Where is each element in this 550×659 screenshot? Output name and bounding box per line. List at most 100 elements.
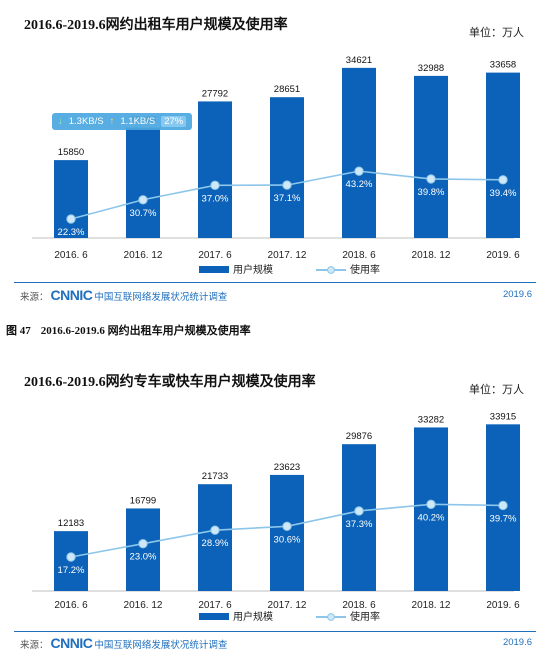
- chart-panel-ride-hailing: 2016.6-2019.6网约专车或快车用户规模及使用率 单位：万人 12183…: [14, 363, 536, 653]
- x-tick-label: 2016. 6: [54, 250, 88, 261]
- x-tick-label: 2017. 12: [268, 250, 307, 261]
- bar-value-label: 16799: [130, 495, 156, 506]
- x-tick-label: 2016. 12: [124, 250, 163, 261]
- bar: [126, 127, 160, 238]
- bar-value-label: 21733: [202, 471, 228, 482]
- legend-swatch-bar: [199, 613, 229, 620]
- source-label: 来源：: [20, 640, 49, 651]
- bar-value-label: 23623: [274, 462, 300, 473]
- report-date: 2019.6: [502, 289, 532, 300]
- bar-value-label: 33658: [490, 60, 516, 71]
- rate-label: 40.2%: [418, 512, 445, 523]
- rate-point: [66, 552, 76, 562]
- x-tick-label: 2019. 6: [486, 250, 520, 261]
- upload-speed: 1.1KB/S: [120, 116, 156, 127]
- rate-label: 22.3%: [58, 227, 85, 238]
- rate-point: [210, 525, 220, 535]
- footer-divider: [14, 631, 536, 632]
- rate-label: 30.7%: [130, 208, 157, 219]
- rate-point: [498, 500, 508, 511]
- rate-point: [138, 195, 148, 205]
- rate-point: [138, 539, 148, 549]
- rate-point: [354, 166, 364, 176]
- legend-swatch-bar: [199, 266, 229, 273]
- x-tick-label: 2016. 12: [124, 600, 163, 611]
- arrow-up-icon: ↑: [109, 116, 115, 127]
- legend-label: 使用率: [350, 263, 380, 276]
- rate-point: [354, 506, 364, 516]
- bar: [270, 474, 304, 591]
- rate-label: 28.9%: [202, 538, 229, 549]
- bar-value-label: 27792: [202, 88, 228, 99]
- footer-divider: [14, 282, 536, 283]
- bar-value-label: 28651: [274, 84, 300, 95]
- bar-value-label: 15850: [58, 147, 84, 158]
- x-tick-label: 2016. 6: [54, 600, 88, 611]
- rate-label: 43.2%: [346, 179, 373, 190]
- x-tick-label: 2017. 6: [198, 250, 232, 261]
- rate-label: 37.3%: [346, 519, 373, 530]
- report-date: 2019.6: [502, 637, 532, 648]
- legend-label: 使用率: [350, 610, 380, 623]
- rate-label: 39.4%: [490, 188, 517, 199]
- download-speed: 1.3KB/S: [68, 116, 104, 127]
- x-tick-label: 2019. 6: [486, 600, 520, 611]
- cnnic-logo: CNNIC: [50, 287, 93, 303]
- rate-label: 37.1%: [274, 193, 301, 204]
- chart-title: 2016.6-2019.6网约出租车用户规模及使用率: [24, 18, 288, 33]
- chart-panel-taxi: 2016.6-2019.6网约出租车用户规模及使用率 单位：万人 15850 20…: [14, 6, 536, 304]
- bar-value-label: 29876: [346, 431, 372, 442]
- rate-label: 17.2%: [58, 565, 85, 576]
- bar-value-label: 12183: [58, 518, 84, 529]
- bar: [414, 427, 448, 591]
- rate-label: 23.0%: [130, 552, 157, 563]
- arrow-down-icon: ↓: [58, 116, 63, 127]
- rate-point: [426, 499, 436, 510]
- rate-label: 37.0%: [202, 193, 229, 204]
- unit-label: 单位：万人: [469, 27, 524, 39]
- chart-svg: 12183 2016. 6 16799 2016. 12 21733 2017. 6 236…: [32, 411, 520, 623]
- legend-swatch-point: [327, 266, 335, 274]
- x-tick-label: 2017. 12: [268, 600, 307, 611]
- bar: [126, 508, 160, 591]
- figure-caption-text: 2016.6-2019.6 网约出租车用户规模及使用率: [40, 325, 251, 337]
- legend-label: 用户规模: [233, 610, 273, 623]
- bar: [342, 67, 376, 238]
- source-label: 来源：: [20, 292, 49, 303]
- rate-label: 30.6%: [274, 534, 301, 545]
- bar: [198, 484, 232, 591]
- rate-point: [66, 214, 76, 224]
- unit-label: 单位：万人: [469, 384, 524, 396]
- bar-value-label: 34621: [346, 55, 372, 66]
- legend-swatch-point: [327, 613, 335, 621]
- source-line: 来源： CNNIC 中国互联网络发展状况统计调查: [20, 287, 227, 303]
- cpu-percent: 27%: [161, 116, 187, 127]
- x-tick-label: 2018. 6: [342, 600, 376, 611]
- x-tick-label: 2017. 6: [198, 600, 232, 611]
- figure-caption: 图 47 2016.6-2019.6 网约出租车用户规模及使用率: [6, 322, 261, 338]
- rate-label: 39.8%: [418, 187, 445, 198]
- rate-point: [498, 175, 508, 185]
- network-speed-overlay: ↓ 1.3KB/S ↑ 1.1KB/S 27%: [52, 113, 193, 130]
- source-line: 来源： CNNIC 中国互联网络发展状况统计调查: [20, 635, 227, 651]
- bar: [198, 101, 232, 238]
- bar: [54, 160, 88, 238]
- bar: [270, 97, 304, 238]
- bar-value-label: 33282: [418, 414, 444, 425]
- chart-title: 2016.6-2019.6网约专车或快车用户规模及使用率: [24, 375, 316, 390]
- rate-point: [282, 180, 292, 190]
- bar: [342, 444, 376, 591]
- bar: [486, 72, 520, 238]
- x-tick-label: 2018. 12: [412, 250, 451, 261]
- rate-point: [426, 174, 436, 184]
- x-tick-label: 2018. 6: [342, 250, 376, 261]
- x-tick-label: 2018. 12: [412, 600, 451, 611]
- rate-point: [282, 521, 292, 532]
- legend-label: 用户规模: [233, 263, 273, 276]
- bar: [414, 75, 448, 238]
- rate-point: [210, 180, 220, 191]
- cnnic-logo: CNNIC: [50, 635, 93, 651]
- bar-value-label: 33915: [490, 411, 516, 422]
- source-org: 中国互联网络发展状况统计调查: [94, 292, 228, 303]
